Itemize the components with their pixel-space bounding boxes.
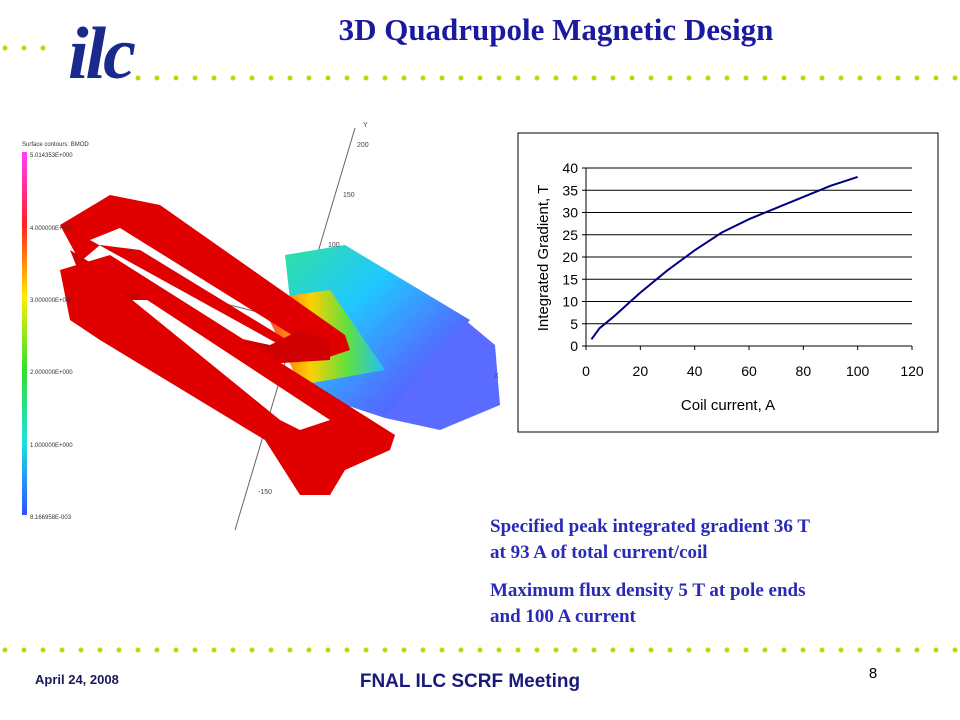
legend-title: Surface contours: BMOD (22, 142, 89, 148)
y-axis-title: Integrated Gradient, T (535, 185, 552, 331)
y-tick-label: 5 (570, 316, 578, 332)
x-tick-label: 20 (633, 363, 649, 379)
field-surface (385, 320, 500, 430)
y-tick-label: 10 (562, 294, 578, 310)
legend-label: 4.000000E+000 (30, 226, 73, 232)
axis-label: Y (363, 122, 368, 129)
x-tick-label: 60 (741, 363, 757, 379)
legend-label: 1.000000E+000 (30, 443, 73, 449)
color-bar (22, 152, 27, 515)
coil (60, 195, 350, 360)
axis-label: 200 (357, 142, 369, 149)
x-tick-label: 80 (796, 363, 812, 379)
note-line: and 100 A current (490, 606, 637, 627)
coil (70, 250, 330, 365)
x-tick-label: 120 (900, 363, 924, 379)
legend-label: 2.000000E+000 (30, 370, 73, 376)
footer-meeting: FNAL ILC SCRF Meeting (360, 671, 580, 692)
y-tick-label: 15 (562, 271, 578, 287)
axis-label: 150 (343, 192, 355, 199)
coil (60, 255, 395, 495)
axis-label: 100 (328, 242, 340, 249)
x-axis-title: Coil current, A (681, 397, 775, 414)
note-line: Maximum flux density 5 T at pole ends (490, 580, 805, 601)
y-tick-label: 35 (562, 182, 578, 198)
legend-label: 5.014353E+000 (30, 153, 73, 159)
y-tick-label: 40 (562, 160, 578, 176)
y-tick-label: 20 (562, 249, 578, 265)
note-line: at 93 A of total current/coil (490, 542, 708, 563)
axis-label: -150 (258, 489, 272, 496)
x-tick-label: 100 (846, 363, 870, 379)
y-tick-label: 0 (570, 338, 578, 354)
logo: ilc (68, 13, 135, 95)
axis-label: X (494, 373, 499, 380)
chart-frame (517, 132, 939, 433)
data-line (590, 175, 858, 340)
slide-title: 3D Quadrupole Magnetic Design (339, 12, 774, 47)
legend-label: 3.000000E+000 (30, 298, 73, 304)
footer-date: April 24, 2008 (35, 672, 119, 687)
x-tick-label: 40 (687, 363, 703, 379)
page-number: 8 (869, 665, 877, 682)
y-tick-label: 30 (562, 205, 578, 221)
legend-label: 8.166958E-003 (30, 515, 72, 521)
simulation-image (22, 127, 500, 531)
y-tick-label: 25 (562, 227, 578, 243)
x-tick-label: 0 (582, 363, 590, 379)
note-line: Specified peak integrated gradient 36 T (490, 516, 810, 537)
